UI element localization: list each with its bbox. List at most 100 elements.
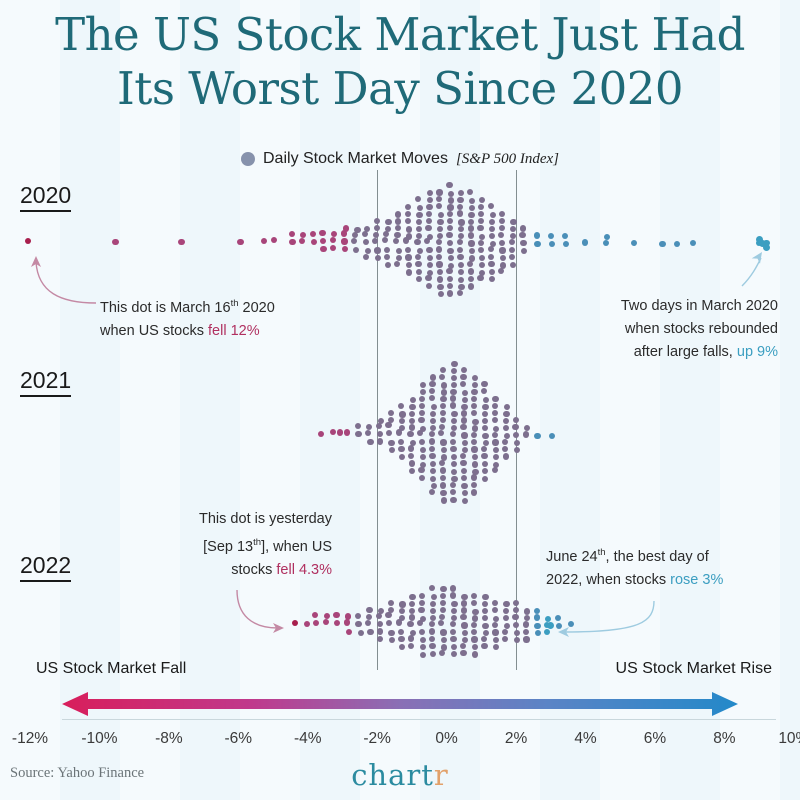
data-point: [406, 226, 413, 233]
data-point: [393, 238, 400, 245]
data-point: [446, 181, 453, 188]
data-point: [451, 411, 458, 418]
data-point: [363, 225, 371, 232]
data-point: [409, 593, 416, 600]
data-point: [471, 453, 478, 461]
data-point: [435, 246, 443, 253]
data-point: [451, 360, 458, 368]
data-point: [467, 225, 474, 232]
gradient-arrow-bar: [62, 692, 738, 716]
data-point: [457, 261, 464, 268]
data-point: [509, 233, 517, 240]
data-point: [438, 620, 445, 627]
data-point: [457, 269, 465, 276]
axis-captions: US Stock Market Fall US Stock Market Ris…: [0, 660, 800, 684]
data-point: [534, 432, 541, 439]
data-point: [461, 447, 469, 454]
data-point: [313, 619, 320, 627]
data-point: [467, 275, 474, 283]
data-point: [439, 474, 447, 482]
data-point: [385, 219, 392, 226]
data-point: [604, 233, 611, 240]
data-point: [388, 447, 395, 454]
data-point: [440, 454, 448, 461]
data-point: [461, 396, 468, 403]
data-point: [472, 425, 479, 432]
data-point: [509, 254, 516, 261]
data-point: [407, 635, 415, 642]
data-point: [404, 217, 411, 224]
data-point: [377, 635, 384, 643]
data-point: [426, 254, 433, 261]
data-point: [450, 651, 458, 658]
data-point: [482, 396, 489, 404]
data-point: [317, 431, 324, 438]
data-point: [420, 651, 427, 658]
data-point: [481, 388, 488, 395]
data-point: [405, 261, 412, 269]
data-point: [415, 253, 422, 260]
axis-tick: -2%: [363, 730, 391, 747]
data-point: [499, 211, 506, 218]
data-point: [447, 204, 454, 211]
data-point: [440, 446, 447, 454]
data-point: [482, 622, 489, 629]
data-point: [548, 432, 555, 439]
data-point: [394, 218, 402, 225]
data-point: [447, 247, 454, 254]
data-point: [374, 254, 381, 262]
data-point: [460, 607, 467, 614]
data-point: [487, 246, 495, 253]
data-point: [418, 416, 425, 423]
data-point: [428, 438, 436, 445]
data-point: [437, 291, 444, 298]
highlight-data-point: [759, 239, 767, 247]
annotation-line: when US stocks fell 12%: [100, 320, 330, 343]
data-point: [415, 232, 422, 239]
data-point: [472, 651, 479, 658]
data-point: [429, 417, 437, 425]
data-point: [446, 218, 454, 225]
data-point: [355, 430, 362, 437]
data-point: [503, 622, 510, 630]
data-point: [492, 636, 499, 643]
data-point: [354, 226, 361, 233]
data-point: [437, 276, 444, 283]
data-point: [533, 232, 540, 239]
data-point: [522, 621, 530, 628]
data-point: [468, 247, 475, 255]
data-point: [428, 395, 436, 402]
data-point: [491, 416, 498, 424]
data-point: [419, 382, 426, 389]
data-point: [509, 246, 516, 253]
data-point: [395, 211, 402, 218]
data-point: [419, 629, 426, 636]
data-point: [447, 197, 454, 204]
data-point: [323, 613, 331, 620]
data-point: [448, 262, 455, 269]
data-point: [378, 417, 385, 425]
data-point: [498, 231, 505, 239]
data-point: [398, 453, 405, 460]
data-point: [419, 454, 426, 461]
highlight-data-point: [755, 235, 763, 243]
data-point: [407, 445, 415, 452]
data-point: [237, 238, 244, 245]
data-point: [482, 410, 489, 417]
data-point: [450, 388, 457, 395]
data-point: [522, 431, 530, 438]
data-point: [398, 643, 405, 650]
data-point: [461, 497, 469, 504]
data-point: [446, 225, 453, 232]
data-point: [449, 592, 456, 599]
data-point: [436, 268, 443, 276]
data-point: [429, 381, 436, 388]
data-point: [488, 253, 495, 260]
annotation-line: Two days in March 2020: [556, 295, 778, 318]
data-point: [387, 410, 395, 417]
data-point: [487, 203, 495, 210]
data-point: [437, 283, 444, 290]
data-point: [437, 219, 444, 226]
data-point: [378, 607, 385, 615]
data-point: [493, 425, 500, 432]
